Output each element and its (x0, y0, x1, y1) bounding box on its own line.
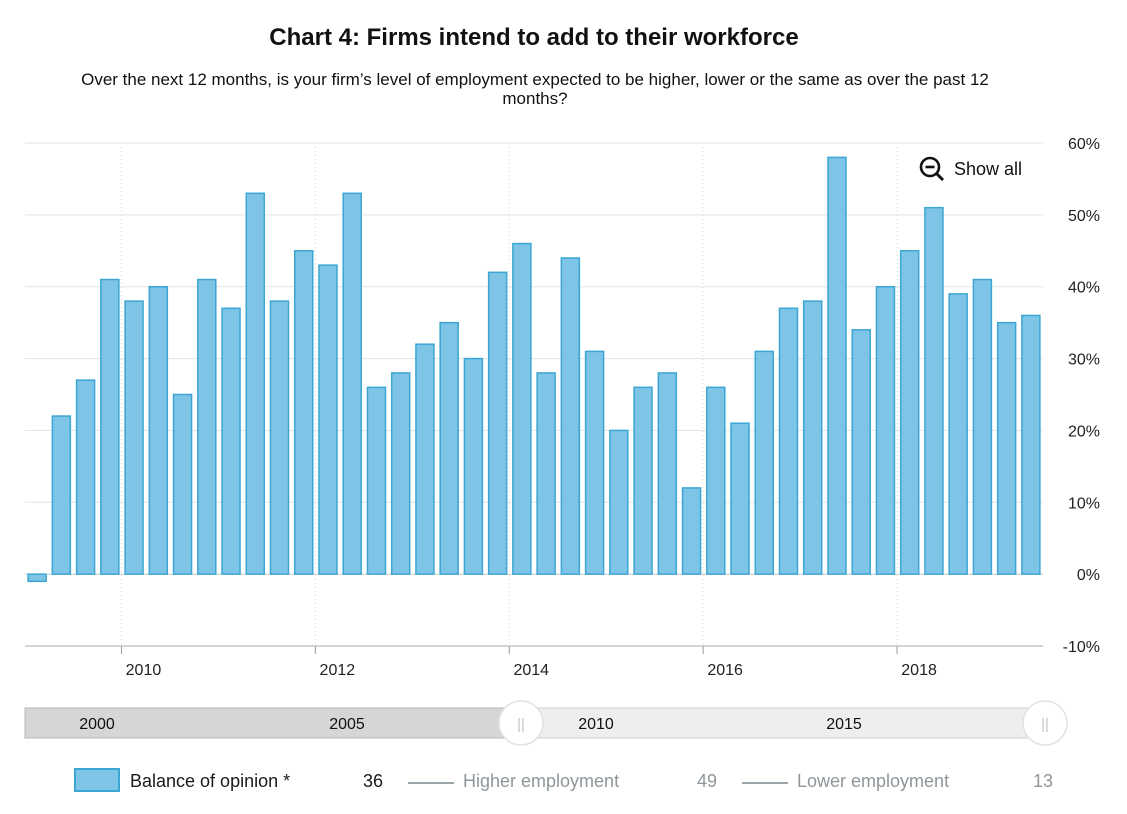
navigator-label: 2000 (79, 716, 115, 733)
chart-title: Chart 4: Firms intend to add to their wo… (269, 24, 799, 51)
handle-grip-icon: || (1041, 716, 1049, 733)
navigator-right-handle[interactable] (1022, 700, 1068, 746)
y-tick-label: 10% (1068, 495, 1100, 512)
bar[interactable] (245, 192, 266, 575)
bar[interactable] (899, 250, 920, 575)
x-tick-label: 2012 (320, 662, 356, 679)
y-tick-label: 0% (1077, 567, 1100, 584)
bar[interactable] (124, 300, 144, 575)
x-tick-label: 2018 (901, 662, 937, 679)
bar[interactable] (584, 350, 605, 575)
legend-line-higher[interactable] (408, 782, 454, 784)
legend: Balance of opinion * 36 Higher employmen… (0, 765, 1127, 801)
bar[interactable] (948, 293, 968, 575)
bar[interactable] (51, 415, 72, 575)
bar[interactable] (560, 257, 581, 575)
bar[interactable] (100, 278, 120, 575)
bar[interactable] (439, 321, 459, 575)
bar[interactable] (318, 264, 338, 575)
bar[interactable] (536, 372, 556, 575)
bar[interactable] (390, 372, 411, 575)
bar[interactable] (609, 429, 629, 575)
y-tick-label: 40% (1068, 280, 1100, 297)
legend-value-lower: 13 (1033, 771, 1054, 791)
y-tick-label: 20% (1068, 423, 1100, 440)
bar[interactable] (827, 156, 847, 575)
navigator-outside-range (24, 707, 522, 739)
bar[interactable] (802, 300, 823, 575)
navigator-label: 2010 (578, 716, 614, 733)
show-all-label: Show all (954, 158, 1023, 179)
bar[interactable] (221, 307, 241, 575)
navigator-label: 2005 (329, 716, 365, 733)
bar[interactable] (487, 271, 508, 575)
legend-swatch-balance[interactable] (74, 768, 120, 792)
bar[interactable] (972, 278, 993, 575)
x-tick-label: 2014 (513, 662, 549, 679)
y-axis: 60% 50% 40% 30% 20% 10% 0% -10% (1063, 136, 1100, 656)
bar[interactable] (778, 307, 799, 575)
bar[interactable] (851, 329, 871, 575)
bar[interactable] (366, 386, 387, 575)
bar[interactable] (293, 250, 314, 575)
x-axis: 2010 2012 2014 2016 2018 (25, 645, 1043, 679)
legend-value-balance: 36 (363, 771, 384, 791)
bar[interactable] (924, 206, 944, 575)
legend-label-balance[interactable]: Balance of opinion * (130, 771, 291, 791)
legend-label-higher[interactable]: Higher employment (463, 771, 620, 791)
bars (27, 156, 1041, 583)
bar[interactable] (875, 285, 896, 575)
zoom-out-icon (919, 156, 945, 182)
bar[interactable] (754, 350, 775, 575)
y-tick-label: 30% (1068, 352, 1100, 369)
bar[interactable] (148, 285, 169, 575)
bar[interactable] (512, 242, 532, 575)
bar[interactable] (996, 321, 1017, 575)
navigator-selected-range[interactable] (520, 707, 1048, 739)
handle-grip-icon: || (517, 716, 525, 733)
bar[interactable] (1021, 314, 1041, 575)
x-tick-label: 2010 (126, 662, 162, 679)
y-tick-label: 60% (1068, 136, 1100, 153)
bar[interactable] (172, 393, 193, 575)
bar[interactable] (633, 386, 653, 575)
bar[interactable] (415, 343, 435, 575)
bar[interactable] (706, 386, 726, 575)
navigator-left-handle[interactable] (498, 700, 544, 746)
bar[interactable] (463, 357, 484, 575)
bar[interactable] (730, 422, 750, 575)
bar[interactable] (681, 487, 702, 575)
legend-line-lower[interactable] (742, 782, 788, 784)
chart-subtitle: Over the next 12 months, is your firm’s … (81, 70, 989, 108)
bar[interactable] (75, 379, 96, 575)
show-all-button[interactable]: Show all (918, 155, 1022, 183)
bar[interactable] (197, 278, 217, 575)
y-tick-label: -10% (1063, 639, 1100, 656)
bar[interactable] (27, 573, 47, 583)
bar[interactable] (269, 300, 290, 575)
navigator-label: 2015 (826, 716, 862, 733)
x-tick-label: 2016 (707, 662, 743, 679)
range-navigator: 2000 2005 2010 2015 || || (24, 700, 1068, 746)
legend-value-higher: 49 (697, 771, 718, 791)
bar[interactable] (342, 192, 362, 575)
bar[interactable] (657, 372, 678, 575)
legend-label-lower[interactable]: Lower employment (797, 771, 950, 791)
y-tick-label: 50% (1068, 208, 1100, 225)
